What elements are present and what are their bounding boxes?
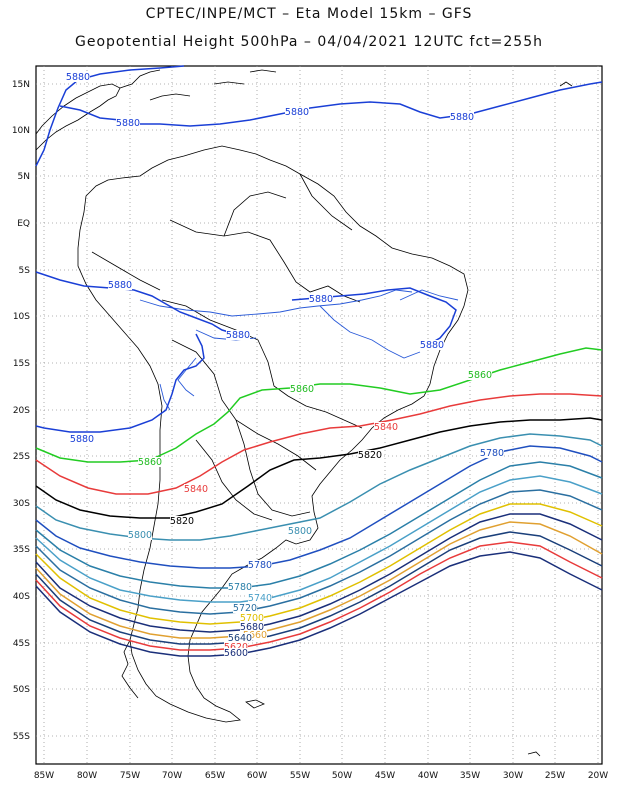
contour-label: 5840 — [184, 484, 208, 495]
contour-label: 5880 — [70, 434, 94, 445]
map-subtitle: Geopotential Height 500hPa – 04/04/2021 … — [75, 34, 543, 50]
contour-label: 5880 — [108, 280, 132, 291]
lat-lon-grid — [36, 66, 602, 764]
latitude-tick-labels: 15N 10N 5N EQ 5S 10S 15S 20S 25S 30S 35S 40S 45S 50S 5… — [12, 80, 30, 742]
contour-label: 5880 — [285, 107, 309, 118]
contour-label: 5640 — [228, 633, 252, 644]
lat-tick-label: 30S — [13, 499, 30, 509]
lat-tick-label: 15N — [12, 80, 30, 90]
contour-label-bg — [290, 384, 314, 394]
contour-label: 5600 — [224, 648, 248, 659]
lat-tick-label: 15S — [13, 359, 30, 369]
longitude-tick-labels: 85W 80W 75W 70W 65W 60W 55W 50W 45W 40W 35W 30W 25W 2… — [34, 771, 608, 781]
contour-label-bg — [128, 530, 152, 540]
contour-label: 5860 — [138, 457, 162, 468]
contour-label: 5660 — [243, 630, 267, 641]
contour-label: 5820 — [170, 516, 194, 527]
lon-tick-label: 20W — [588, 771, 608, 781]
lat-tick-label: 10N — [12, 126, 30, 136]
lon-tick-label: 35W — [460, 771, 480, 781]
contour-label-bg — [450, 112, 474, 122]
lon-tick-label: 30W — [503, 771, 523, 781]
contour-label-bg — [285, 107, 309, 117]
contour-label-bg — [226, 330, 250, 340]
contour-label-bg — [224, 648, 248, 658]
contour-label-bg — [309, 294, 333, 304]
contour-label-bg — [240, 622, 264, 632]
lat-tick-label: 45S — [13, 639, 30, 649]
contour-label: 5740 — [248, 593, 272, 604]
contour-label: 5620 — [224, 642, 248, 653]
lat-tick-label: 40S — [13, 592, 30, 602]
lat-tick-label: 10S — [13, 312, 30, 322]
contour-label-bg — [468, 370, 492, 380]
contour-label: 5880 — [420, 340, 444, 351]
lat-tick-label: 25S — [13, 452, 30, 462]
contour-label: 5800 — [288, 526, 312, 537]
lon-tick-label: 85W — [34, 771, 54, 781]
contour-label-bg — [288, 526, 312, 536]
contour-label: 5720 — [233, 603, 257, 614]
lon-tick-label: 50W — [332, 771, 352, 781]
lon-tick-label: 55W — [290, 771, 310, 781]
lon-tick-label: 45W — [375, 771, 395, 781]
lon-tick-label: 75W — [120, 771, 140, 781]
contour-label: 5860 — [468, 370, 492, 381]
lon-tick-label: 70W — [162, 771, 182, 781]
contour-label-bg — [70, 434, 94, 444]
lat-tick-label: 50S — [13, 685, 30, 695]
map-frame — [35, 65, 603, 765]
contour-label: 5780 — [248, 560, 272, 571]
contour-label-bg — [480, 448, 504, 458]
contour-label: 5780 — [480, 448, 504, 459]
contour-label: 5880 — [450, 112, 474, 123]
map-title: CPTEC/INPE/MCT – Eta Model 15km – GFS — [145, 6, 473, 22]
lon-tick-label: 80W — [77, 771, 97, 781]
lon-tick-label: 40W — [418, 771, 438, 781]
contour-label: 5700 — [240, 613, 264, 624]
contour-label-bg — [228, 582, 252, 592]
contour-label: 5680 — [240, 622, 264, 633]
contour-label-bg — [374, 422, 398, 432]
contour-label-bg — [243, 630, 267, 640]
contour-label: 5800 — [128, 530, 152, 541]
lat-tick-label: EQ — [17, 219, 30, 229]
contour-label: 5820 — [358, 450, 382, 461]
contour-label: 5780 — [228, 582, 252, 593]
contour-label-bg — [233, 603, 257, 613]
lat-tick-label: 20S — [13, 406, 30, 416]
contour-label: 5880 — [116, 118, 140, 129]
contour-label-bg — [184, 484, 208, 494]
contour-label: 5880 — [66, 72, 90, 83]
contour-label-bg — [248, 593, 272, 603]
contour-label-bg — [248, 560, 272, 570]
contour-label-bg — [170, 516, 194, 526]
lon-tick-label: 60W — [247, 771, 267, 781]
lat-tick-label: 5N — [18, 172, 30, 182]
lat-tick-label: 5S — [19, 266, 31, 276]
contour-label-bg — [138, 457, 162, 467]
contour-label: 5880 — [309, 294, 333, 305]
contour-label-bg — [240, 613, 264, 623]
contour-labels: 5880 5880 5880 5880 5880 5880 5880 5880 5880 5860… — [66, 72, 504, 659]
contour-label: 5860 — [290, 384, 314, 395]
contour-label: 5880 — [226, 330, 250, 341]
lon-tick-label: 65W — [205, 771, 225, 781]
contour-label-bg — [228, 633, 252, 643]
contour-label: 5840 — [374, 422, 398, 433]
lat-tick-label: 55S — [13, 732, 30, 742]
contour-label-bg — [420, 340, 444, 350]
contour-label-bg — [358, 450, 382, 460]
contour-label-bg — [224, 642, 248, 652]
contour-label-bg — [66, 72, 90, 82]
contour-label-bg — [116, 118, 140, 128]
lat-tick-label: 35S — [13, 545, 30, 555]
contour-label-bg — [108, 280, 132, 290]
lon-tick-label: 25W — [545, 771, 565, 781]
